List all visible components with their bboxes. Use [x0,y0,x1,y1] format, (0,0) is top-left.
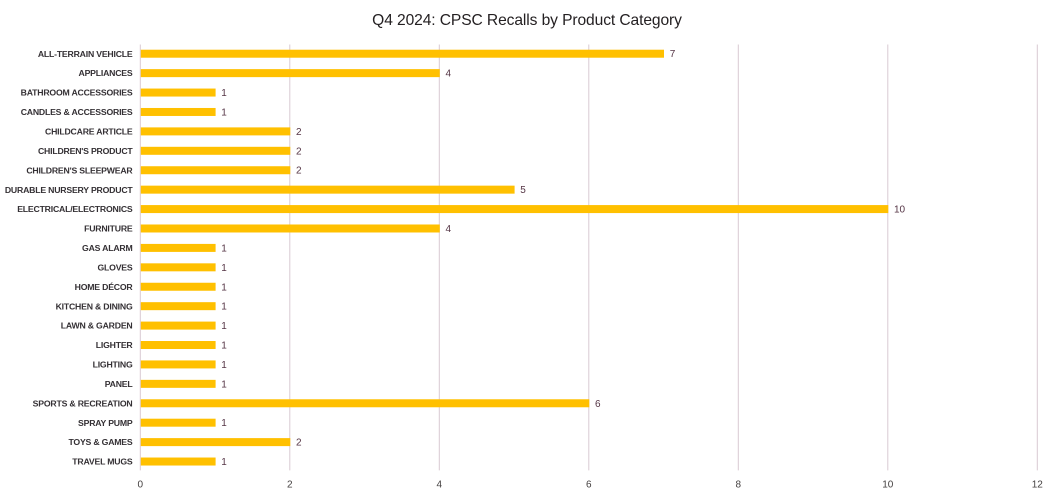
svg-text:ELECTRICAL/ELECTRONICS: ELECTRICAL/ELECTRONICS [17,204,133,214]
svg-text:1: 1 [221,321,227,332]
svg-text:6: 6 [595,399,601,410]
svg-text:1: 1 [221,360,227,371]
svg-text:1: 1 [221,282,227,293]
svg-text:TOYS & GAMES: TOYS & GAMES [68,437,132,447]
svg-text:LIGHTER: LIGHTER [96,340,134,350]
svg-text:4: 4 [446,69,452,80]
svg-text:10: 10 [894,205,906,216]
svg-text:2: 2 [296,127,302,138]
svg-text:TRAVEL MUGS: TRAVEL MUGS [72,457,133,467]
svg-text:KITCHEN & DINING: KITCHEN & DINING [56,301,133,311]
svg-text:7: 7 [670,49,676,60]
svg-text:CANDLES & ACCESSORIES: CANDLES & ACCESSORIES [21,107,133,117]
svg-text:CHILDREN'S PRODUCT: CHILDREN'S PRODUCT [38,146,133,156]
svg-text:8: 8 [736,480,742,491]
svg-text:1: 1 [221,457,227,468]
svg-text:APPLIANCES: APPLIANCES [79,68,133,78]
svg-text:2: 2 [296,438,302,449]
svg-text:10: 10 [882,480,894,491]
svg-text:CHILDREN'S SLEEPWEAR: CHILDREN'S SLEEPWEAR [26,165,133,175]
svg-text:FURNITURE: FURNITURE [84,224,133,234]
svg-text:BATHROOM ACCESSORIES: BATHROOM ACCESSORIES [21,88,133,98]
svg-text:12: 12 [1032,480,1044,491]
svg-text:Q4 2024: CPSC Recalls by Produ: Q4 2024: CPSC Recalls by Product Categor… [372,12,682,29]
svg-text:1: 1 [221,379,227,390]
svg-text:1: 1 [221,243,227,254]
svg-text:5: 5 [520,185,526,196]
svg-text:1: 1 [221,341,227,352]
svg-text:4: 4 [437,480,443,491]
svg-text:LIGHTING: LIGHTING [93,360,133,370]
svg-text:6: 6 [586,480,592,491]
svg-text:0: 0 [138,480,144,491]
svg-text:SPORTS & RECREATION: SPORTS & RECREATION [33,398,133,408]
svg-text:1: 1 [221,88,227,99]
svg-text:HOME DÉCOR: HOME DÉCOR [75,282,134,292]
svg-text:GAS ALARM: GAS ALARM [82,243,132,253]
svg-text:2: 2 [296,146,302,157]
svg-text:CHILDCARE ARTICLE: CHILDCARE ARTICLE [45,126,133,136]
svg-text:2: 2 [296,166,302,177]
svg-text:DURABLE NURSERY PRODUCT: DURABLE NURSERY PRODUCT [5,185,134,195]
svg-text:1: 1 [221,107,227,118]
svg-text:1: 1 [221,302,227,313]
svg-text:PANEL: PANEL [105,379,134,389]
svg-text:ALL-TERRAIN VEHICLE: ALL-TERRAIN VEHICLE [38,49,133,59]
svg-text:1: 1 [221,418,227,429]
svg-text:SPRAY PUMP: SPRAY PUMP [78,418,133,428]
svg-text:4: 4 [446,224,452,235]
svg-text:LAWN & GARDEN: LAWN & GARDEN [61,321,133,331]
svg-text:GLOVES: GLOVES [97,262,132,272]
svg-text:1: 1 [221,263,227,274]
svg-text:2: 2 [287,480,293,491]
